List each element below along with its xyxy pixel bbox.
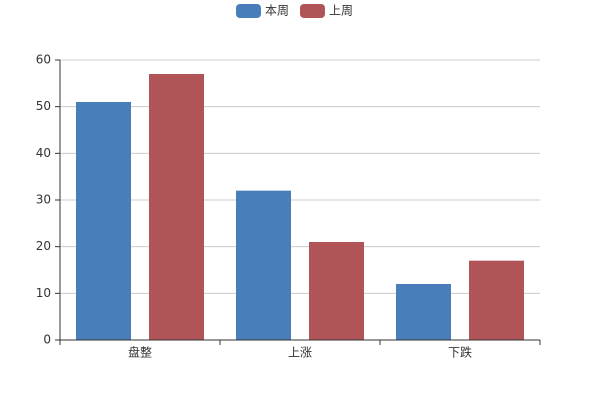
- x-tick-label: 盘整: [128, 345, 152, 360]
- x-tick-label: 下跌: [448, 345, 472, 360]
- bar: [76, 102, 131, 340]
- bar: [149, 74, 204, 340]
- x-tick-label: 上涨: [288, 345, 312, 360]
- bar: [309, 242, 364, 340]
- y-tick-label: 0: [43, 333, 51, 347]
- legend-label[interactable]: 本周: [265, 4, 289, 18]
- y-tick-label: 60: [36, 53, 51, 67]
- bar: [236, 190, 291, 340]
- y-tick-label: 40: [36, 146, 51, 160]
- bar: [469, 260, 524, 340]
- legend-swatch[interactable]: [300, 4, 325, 18]
- y-tick-label: 30: [36, 193, 51, 207]
- y-tick-label: 20: [36, 239, 51, 253]
- y-tick-label: 50: [36, 99, 51, 113]
- legend-label[interactable]: 上周: [329, 4, 353, 18]
- bar: [396, 284, 451, 340]
- legend-swatch[interactable]: [236, 4, 261, 18]
- y-tick-label: 10: [36, 286, 51, 300]
